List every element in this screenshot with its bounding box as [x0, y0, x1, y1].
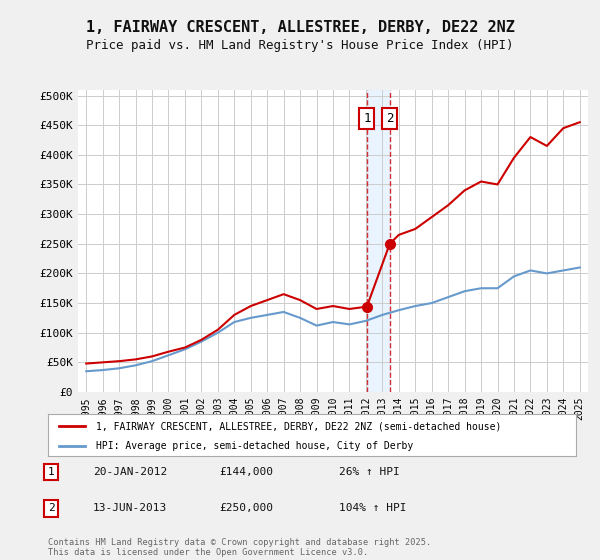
Text: 2: 2 — [47, 503, 55, 514]
Text: 1: 1 — [47, 467, 55, 477]
Text: 2: 2 — [386, 112, 394, 125]
Text: £250,000: £250,000 — [219, 503, 273, 514]
Text: 26% ↑ HPI: 26% ↑ HPI — [339, 467, 400, 477]
Text: HPI: Average price, semi-detached house, City of Derby: HPI: Average price, semi-detached house,… — [95, 441, 413, 451]
Text: Price paid vs. HM Land Registry's House Price Index (HPI): Price paid vs. HM Land Registry's House … — [86, 39, 514, 52]
Text: 13-JUN-2013: 13-JUN-2013 — [93, 503, 167, 514]
Text: 20-JAN-2012: 20-JAN-2012 — [93, 467, 167, 477]
Text: £144,000: £144,000 — [219, 467, 273, 477]
Bar — [367, 90, 390, 392]
Text: 1, FAIRWAY CRESCENT, ALLESTREE, DERBY, DE22 2NZ: 1, FAIRWAY CRESCENT, ALLESTREE, DERBY, D… — [86, 20, 514, 35]
Text: 1: 1 — [363, 112, 371, 125]
Text: Contains HM Land Registry data © Crown copyright and database right 2025.
This d: Contains HM Land Registry data © Crown c… — [48, 538, 431, 557]
Text: 104% ↑ HPI: 104% ↑ HPI — [339, 503, 407, 514]
Text: 1, FAIRWAY CRESCENT, ALLESTREE, DERBY, DE22 2NZ (semi-detached house): 1, FAIRWAY CRESCENT, ALLESTREE, DERBY, D… — [95, 421, 501, 431]
